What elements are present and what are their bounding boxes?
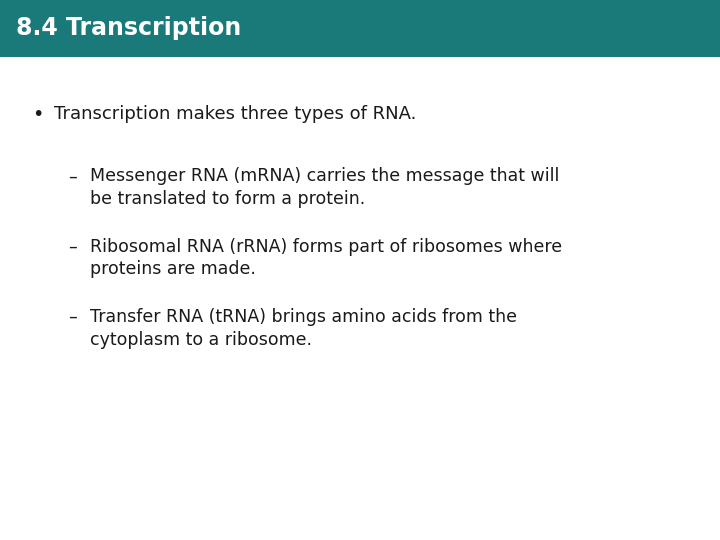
- Text: Messenger RNA (mRNA) carries the message that will
be translated to form a prote: Messenger RNA (mRNA) carries the message…: [90, 167, 559, 208]
- Text: 8.4 Transcription: 8.4 Transcription: [16, 16, 241, 40]
- Text: –: –: [68, 308, 77, 326]
- Text: Ribosomal RNA (rRNA) forms part of ribosomes where
proteins are made.: Ribosomal RNA (rRNA) forms part of ribos…: [90, 238, 562, 279]
- Text: –: –: [68, 238, 77, 255]
- Bar: [0, 0, 720, 57]
- Text: –: –: [68, 167, 77, 185]
- Text: Transcription makes three types of RNA.: Transcription makes three types of RNA.: [54, 105, 416, 123]
- Text: Transfer RNA (tRNA) brings amino acids from the
cytoplasm to a ribosome.: Transfer RNA (tRNA) brings amino acids f…: [90, 308, 517, 349]
- Text: •: •: [32, 105, 44, 124]
